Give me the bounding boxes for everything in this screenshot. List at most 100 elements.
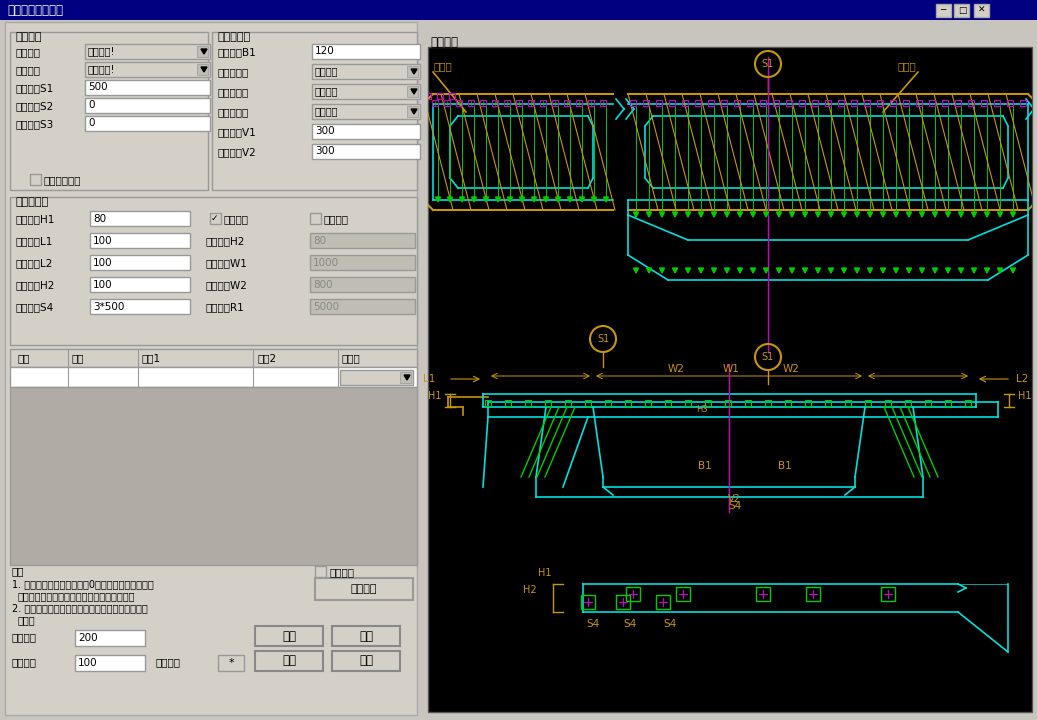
Polygon shape — [841, 212, 846, 217]
Text: 100: 100 — [93, 258, 113, 268]
Polygon shape — [829, 212, 834, 217]
Bar — [968, 100, 974, 106]
Bar — [90, 211, 190, 226]
Polygon shape — [777, 268, 782, 273]
Bar — [838, 100, 844, 106]
Bar — [312, 64, 420, 79]
Text: 120: 120 — [315, 47, 335, 56]
Polygon shape — [868, 212, 872, 217]
Bar — [85, 80, 211, 95]
Polygon shape — [660, 212, 665, 217]
Text: 墩位线: 墩位线 — [898, 61, 917, 71]
Bar — [864, 100, 870, 106]
Bar — [312, 44, 420, 59]
Text: 跨号: 跨号 — [17, 353, 29, 363]
Bar — [310, 299, 415, 314]
Bar — [605, 400, 611, 406]
Text: 5000: 5000 — [313, 302, 339, 312]
Text: 单端张拉: 单端张拉 — [224, 214, 249, 224]
Polygon shape — [472, 197, 476, 202]
Polygon shape — [646, 268, 651, 273]
Polygon shape — [543, 197, 549, 202]
Polygon shape — [751, 212, 756, 217]
Polygon shape — [958, 212, 963, 217]
Text: V2: V2 — [728, 494, 740, 504]
Polygon shape — [685, 212, 691, 217]
Bar — [407, 86, 418, 97]
Bar — [10, 349, 417, 367]
Text: 立面比例: 立面比例 — [12, 632, 37, 642]
Text: 2. 节段长度一致时才可合并输入，否则布置可能不: 2. 节段长度一致时才可合并输入，否则布置可能不 — [12, 603, 147, 613]
Text: 500: 500 — [88, 83, 108, 92]
Text: L1: L1 — [423, 374, 436, 384]
Text: 保持边距: 保持边距 — [315, 107, 338, 117]
Bar — [85, 44, 211, 59]
Text: S4: S4 — [623, 619, 637, 629]
Bar — [85, 62, 211, 77]
Polygon shape — [815, 212, 820, 217]
Bar — [851, 100, 857, 106]
Bar — [630, 100, 636, 106]
Polygon shape — [829, 268, 834, 273]
Bar — [212, 32, 417, 190]
Bar — [669, 100, 675, 106]
Polygon shape — [946, 212, 951, 217]
Bar — [616, 595, 630, 609]
Polygon shape — [604, 197, 609, 202]
Bar — [310, 255, 415, 270]
Bar — [312, 124, 420, 139]
Bar — [211, 213, 221, 224]
Bar — [432, 100, 438, 106]
Polygon shape — [920, 268, 925, 273]
Polygon shape — [411, 89, 417, 94]
Polygon shape — [854, 268, 860, 273]
Text: 80: 80 — [313, 236, 326, 246]
Polygon shape — [699, 212, 703, 217]
Text: 3*500: 3*500 — [93, 302, 124, 312]
Bar — [525, 400, 531, 406]
Bar — [516, 100, 522, 106]
Text: 外侧距离B1: 外侧距离B1 — [217, 47, 256, 57]
Text: H1: H1 — [1018, 391, 1032, 401]
Polygon shape — [763, 212, 768, 217]
Text: □: □ — [958, 6, 966, 15]
Polygon shape — [411, 69, 417, 74]
Bar — [456, 100, 463, 106]
Bar — [10, 367, 417, 387]
Bar — [5, 22, 417, 715]
Text: 下弯半径R1: 下弯半径R1 — [205, 302, 244, 312]
Polygon shape — [507, 197, 512, 202]
Polygon shape — [532, 197, 536, 202]
Bar — [798, 100, 805, 106]
Bar — [656, 595, 670, 609]
Bar — [745, 400, 751, 406]
Text: S1: S1 — [597, 334, 609, 344]
Bar — [645, 400, 651, 406]
Bar — [942, 100, 948, 106]
Polygon shape — [737, 212, 742, 217]
Polygon shape — [737, 268, 742, 273]
Text: 确定: 确定 — [282, 629, 296, 642]
Text: 断面比例: 断面比例 — [12, 657, 37, 667]
Text: 钢束高度H1: 钢束高度H1 — [15, 214, 54, 224]
Bar — [315, 578, 413, 600]
Text: 匹配。: 匹配。 — [18, 615, 35, 625]
Bar — [925, 400, 931, 406]
Bar — [197, 64, 208, 75]
Polygon shape — [958, 268, 963, 273]
Polygon shape — [894, 268, 898, 273]
Bar — [576, 100, 582, 106]
Polygon shape — [815, 268, 820, 273]
Polygon shape — [411, 109, 417, 114]
Polygon shape — [711, 212, 717, 217]
Bar — [310, 277, 415, 292]
Bar — [786, 100, 792, 106]
Bar — [315, 566, 326, 577]
Bar — [449, 93, 455, 99]
Bar — [90, 255, 190, 270]
Text: 中间下弯: 中间下弯 — [324, 214, 349, 224]
Text: W2: W2 — [783, 364, 800, 374]
Polygon shape — [634, 268, 639, 273]
Bar — [444, 100, 450, 106]
Text: 上端距离V1: 上端距离V1 — [217, 127, 256, 137]
